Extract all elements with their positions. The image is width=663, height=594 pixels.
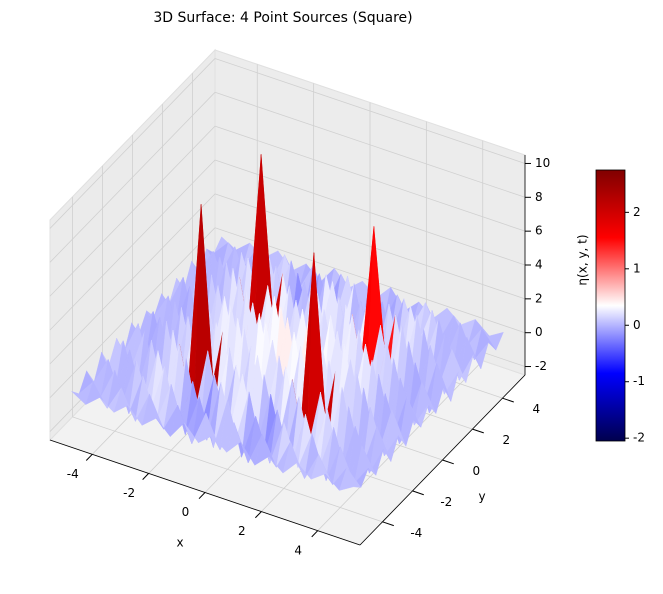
x-axis-line — [49, 439, 361, 546]
z-tick-label: 8 — [535, 190, 543, 204]
z-grid-line — [214, 193, 526, 300]
y-tick — [502, 397, 514, 403]
y-tick — [472, 428, 484, 434]
z-tick-label: 4 — [535, 258, 543, 272]
y-axis-label: y — [478, 490, 485, 504]
colorbar-tick-label: 2 — [633, 205, 641, 219]
x-tick-label: 2 — [238, 524, 246, 538]
chart-title: 3D Surface: 4 Point Sources (Square) — [153, 10, 412, 26]
x-tick-label: -2 — [123, 486, 135, 500]
y-tick — [412, 490, 424, 496]
y-grid-line — [72, 416, 383, 523]
z-grid-line — [49, 92, 216, 263]
z-grid-line — [49, 159, 216, 331]
z-grid-line — [49, 125, 216, 297]
x-tick — [198, 492, 206, 500]
y-axis-line — [359, 374, 526, 546]
z-grid-line — [214, 91, 526, 198]
x-tick — [311, 530, 319, 538]
x-tick-label: -4 — [67, 467, 79, 481]
y-tick — [442, 459, 454, 465]
z-grid-line — [49, 58, 216, 229]
colorbar — [595, 169, 626, 442]
colorbar-tick-label: -2 — [633, 431, 645, 445]
surface-patch — [339, 467, 362, 491]
y-tick-label: -2 — [440, 495, 452, 509]
z-tick-label: 0 — [535, 325, 543, 339]
z-grid-line — [214, 159, 526, 266]
y-tick-label: 2 — [502, 433, 510, 447]
y-tick-label: 0 — [472, 464, 480, 478]
z-tick-label: 10 — [535, 156, 550, 170]
y-tick-label: 4 — [532, 402, 540, 416]
colorbar-tick-label: 1 — [633, 261, 641, 275]
x-tick — [85, 453, 93, 461]
z-tick-label: 2 — [535, 291, 543, 305]
z-tick-label: -2 — [535, 359, 547, 373]
colorbar-label: η(x, y, t) — [576, 234, 590, 285]
colorbar-tick-label: 0 — [633, 318, 641, 332]
z-tick-label: 6 — [535, 224, 543, 238]
z-grid-line — [214, 125, 526, 232]
x-tick-label: 4 — [294, 543, 302, 557]
z-grid-line — [214, 58, 526, 164]
x-tick — [142, 473, 149, 480]
colorbar-tick-label: -1 — [633, 374, 645, 388]
y-tick-label: -4 — [410, 526, 422, 540]
axes: -4 -2 0 2 4 -4 -2 0 2 4 -2 0 2 4 6 8 10 — [49, 155, 550, 557]
z-grid-line — [49, 227, 216, 398]
y-tick — [382, 521, 394, 527]
x-tick — [255, 511, 262, 519]
x-tick-label: 0 — [182, 505, 190, 519]
z-grid-line — [49, 193, 216, 365]
x-axis-label: x — [176, 536, 183, 550]
surface — [71, 154, 504, 491]
